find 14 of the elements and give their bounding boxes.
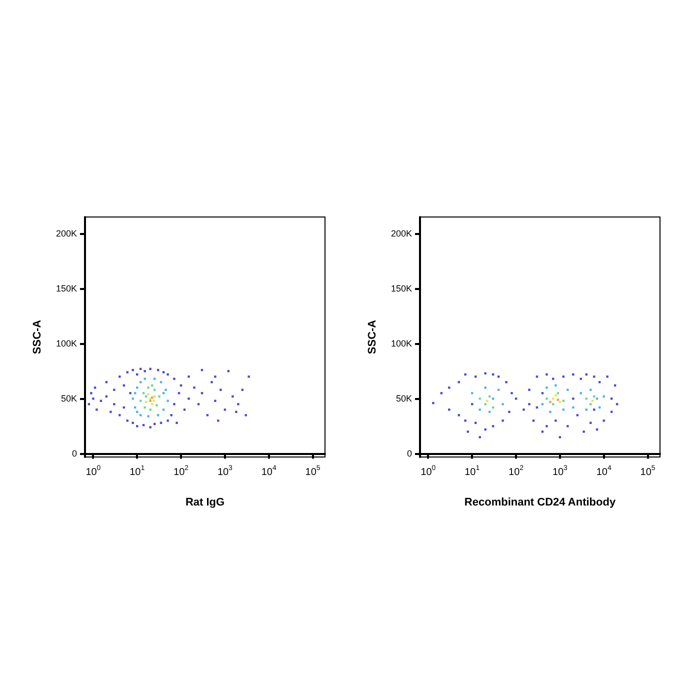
x-axis-title: Rat IgG [185,496,225,508]
x-axis-title: Recombinant CD24 Antibody [464,496,616,508]
y-tick-label: 150K [390,284,412,294]
y-tick-label: 100K [56,338,77,349]
y-tick-label: 150K [56,284,77,294]
y-tick-label: 200K [56,228,77,239]
y-tick-label: 0 [72,448,77,459]
y-tick-label: 200K [390,228,412,239]
y-tick-label: 50K [60,394,77,404]
y-axis-title: SSC-A [32,320,44,354]
y-tick-label: 0 [406,448,412,459]
y-tick-label: 100K [390,338,412,349]
y-tick-label: 50K [396,394,412,404]
y-axis-title: SSC-A [366,320,378,354]
